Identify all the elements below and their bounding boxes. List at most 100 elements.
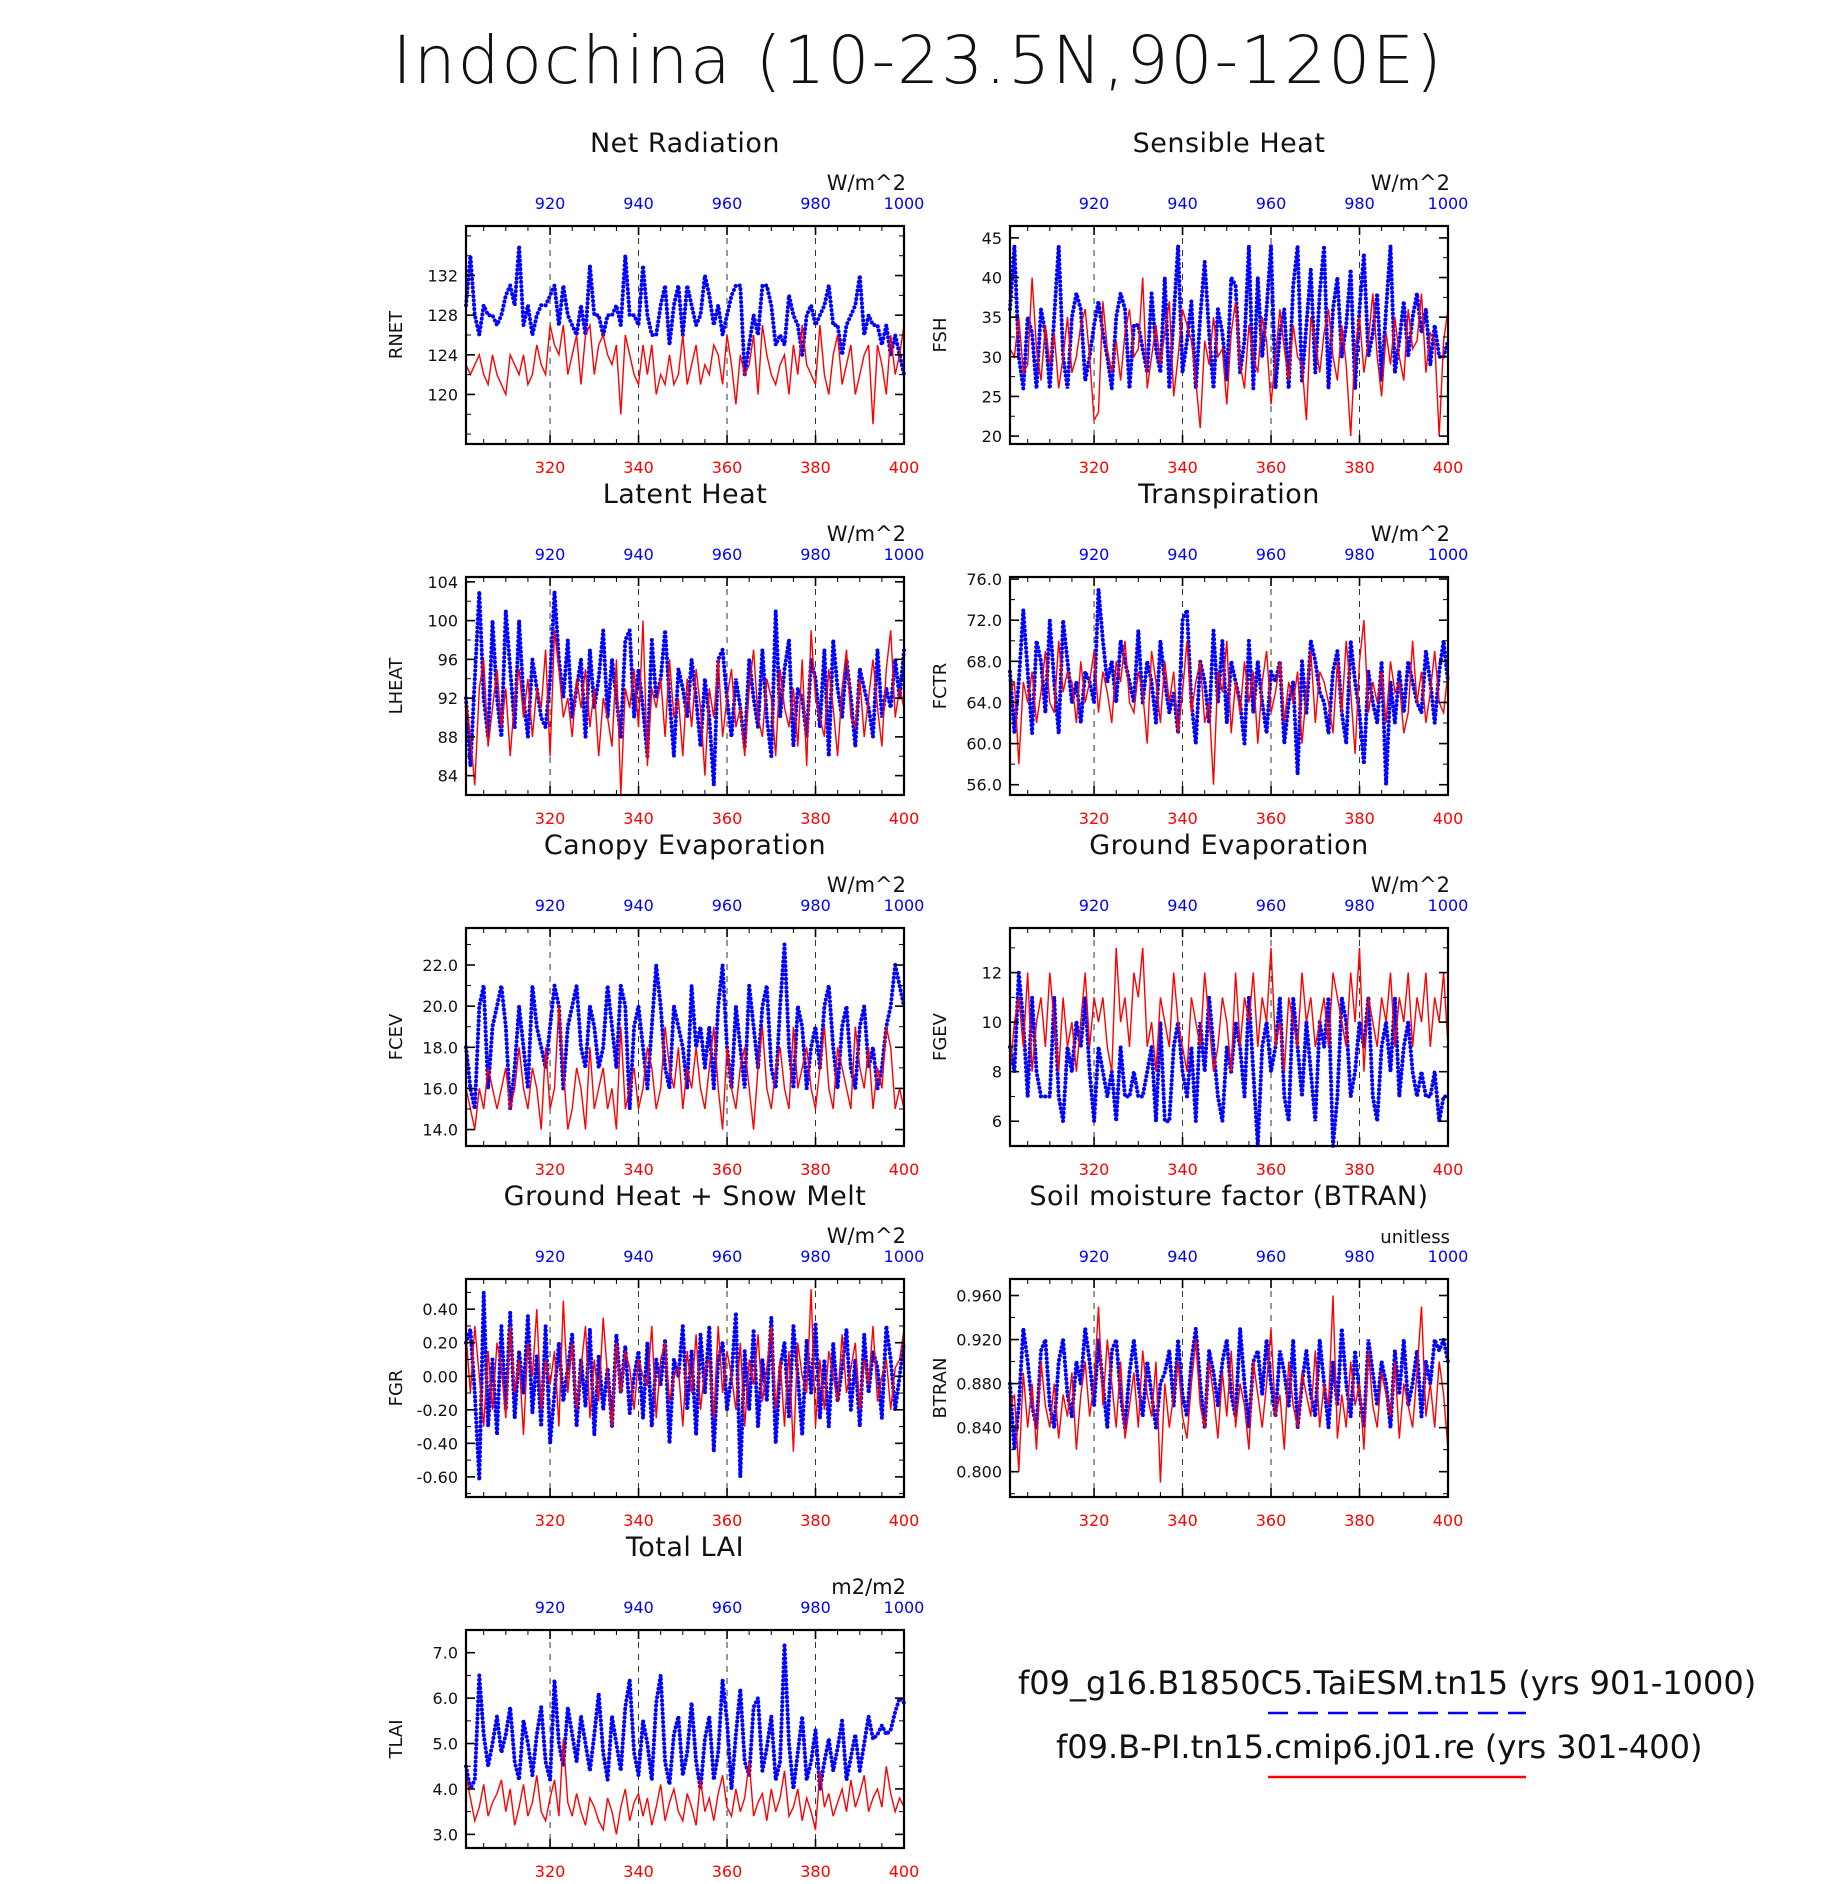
x-top-tick-label: 1000	[1428, 1247, 1469, 1266]
panel-title: Ground Evaporation	[1089, 830, 1369, 861]
y-tick-label: 0.920	[956, 1331, 1002, 1350]
series-case1-line	[464, 245, 906, 377]
plot-frame	[464, 1277, 906, 1499]
x-bottom-tick-label: 360	[1256, 458, 1287, 477]
panel-title: Total LAI	[625, 1532, 744, 1563]
series-case1-line	[464, 944, 906, 1110]
x-bottom-tick-label: 340	[623, 1862, 654, 1881]
y-axis-label: TLAI	[386, 1719, 407, 1759]
y-axis-label: FGEV	[930, 1012, 951, 1061]
y-tick-label: -0.40	[417, 1434, 458, 1453]
legend-case2-label: f09.B-PI.tn15.cmip6.j01.re (yrs 301-400)	[1056, 1728, 1703, 1766]
y-tick-label: 8	[992, 1063, 1002, 1082]
x-top-tick-label: 980	[1344, 545, 1375, 564]
y-tick-label: 84	[438, 767, 458, 786]
x-bottom-tick-label: 400	[889, 1511, 920, 1530]
y-axis-label: LHEAT	[386, 657, 407, 715]
y-tick-label: 0.40	[422, 1300, 458, 1319]
y-tick-label: 92	[438, 689, 458, 708]
plot-frame	[1008, 1277, 1450, 1499]
x-top-tick-label: 1000	[884, 896, 925, 915]
series-case2-line	[465, 1006, 905, 1130]
x-bottom-tick-label: 400	[889, 809, 920, 828]
y-tick-label: 35	[982, 308, 1002, 327]
x-top-tick-label: 920	[1079, 1247, 1110, 1266]
x-top-tick-label: 940	[1167, 545, 1198, 564]
y-tick-label: 16.0	[422, 1079, 458, 1098]
y-tick-label: 128	[427, 306, 458, 325]
y-axis-label: FCTR	[930, 663, 951, 709]
panel-fctr: Transpiration W/m^2 FCTR 56.0 60.0 64.0 68.0 72…	[930, 479, 1468, 828]
y-tick-label: -0.20	[417, 1401, 458, 1420]
x-top-tick-label: 940	[623, 1247, 654, 1266]
x-bottom-tick-label: 400	[1433, 458, 1464, 477]
series-case2-line	[1009, 620, 1449, 785]
x-top-tick-label: 1000	[1428, 896, 1469, 915]
units-label: unitless	[1380, 1227, 1450, 1248]
panel-title: Ground Heat + Snow Melt	[504, 1181, 867, 1212]
x-bottom-tick-label: 360	[712, 809, 743, 828]
plot-frame	[464, 1628, 906, 1850]
plot-frame	[464, 926, 906, 1148]
y-tick-label: 132	[427, 267, 458, 286]
panel-btran: Soil moisture factor (BTRAN) unitless BTRA…	[930, 1181, 1468, 1530]
x-bottom-tick-label: 360	[712, 458, 743, 477]
x-top-tick-label: 1000	[1428, 545, 1469, 564]
x-bottom-tick-label: 400	[889, 1160, 920, 1179]
legend-case2-swatch	[1268, 1775, 1526, 1779]
series-case1-line	[464, 1643, 906, 1796]
x-top-tick-label: 920	[535, 1247, 566, 1266]
x-bottom-tick-label: 320	[535, 809, 566, 828]
y-tick-label: 0.960	[956, 1287, 1002, 1306]
y-tick-label: 96	[438, 650, 458, 669]
x-top-tick-label: 1000	[884, 1247, 925, 1266]
plot-frame	[1008, 224, 1450, 446]
x-top-tick-label: 920	[535, 545, 566, 564]
x-bottom-tick-label: 340	[1167, 809, 1198, 828]
x-bottom-tick-label: 380	[1344, 458, 1375, 477]
x-bottom-tick-label: 320	[535, 1511, 566, 1530]
x-bottom-tick-label: 400	[1433, 1160, 1464, 1179]
y-tick-label: 14.0	[422, 1121, 458, 1140]
x-bottom-tick-label: 360	[712, 1511, 743, 1530]
panel-title: Latent Heat	[603, 479, 768, 510]
plot-frame	[464, 575, 906, 797]
x-top-tick-label: 940	[1167, 194, 1198, 213]
x-bottom-tick-label: 380	[1344, 1511, 1375, 1530]
y-tick-label: 10	[982, 1013, 1002, 1032]
x-bottom-tick-label: 400	[1433, 809, 1464, 828]
panel-title: Canopy Evaporation	[544, 830, 826, 861]
x-top-tick-label: 960	[712, 1598, 743, 1617]
y-tick-label: 68.0	[966, 652, 1002, 671]
panel-title: Net Radiation	[590, 128, 780, 159]
panel-tlai: Total LAI m2/m2 TLAI 3.0 4.0 5.0 6.0 7.0 320 340 3…	[386, 1532, 924, 1881]
x-bottom-tick-label: 380	[800, 809, 831, 828]
x-top-tick-label: 1000	[1428, 194, 1469, 213]
x-top-tick-label: 960	[712, 896, 743, 915]
x-bottom-tick-label: 380	[800, 458, 831, 477]
x-top-tick-label: 940	[623, 194, 654, 213]
y-tick-label: 0.00	[422, 1367, 458, 1386]
y-tick-label: 3.0	[433, 1825, 458, 1844]
y-tick-label: 124	[427, 346, 458, 365]
x-top-tick-label: 940	[1167, 896, 1198, 915]
x-top-tick-label: 940	[623, 1598, 654, 1617]
panel-lheat: Latent Heat W/m^2 LHEAT 84 88 92 96 100 104 320 34…	[386, 479, 924, 828]
y-tick-label: 100	[427, 612, 458, 631]
x-top-tick-label: 980	[800, 545, 831, 564]
x-top-tick-label: 980	[800, 1247, 831, 1266]
y-tick-label: 120	[427, 385, 458, 404]
series-case2-line	[465, 620, 905, 796]
x-top-tick-label: 940	[1167, 1247, 1198, 1266]
series-case2-line	[465, 1738, 905, 1835]
x-bottom-tick-label: 320	[535, 1862, 566, 1881]
x-bottom-tick-label: 320	[1079, 1511, 1110, 1530]
legend-case1-label: f09_g16.B1850C5.TaiESM.tn15 (yrs 901-100…	[1018, 1664, 1757, 1702]
panel-title: Transpiration	[1137, 479, 1320, 510]
x-bottom-tick-label: 340	[1167, 1160, 1198, 1179]
series-case1-line	[464, 591, 906, 786]
units-label: W/m^2	[827, 522, 906, 546]
